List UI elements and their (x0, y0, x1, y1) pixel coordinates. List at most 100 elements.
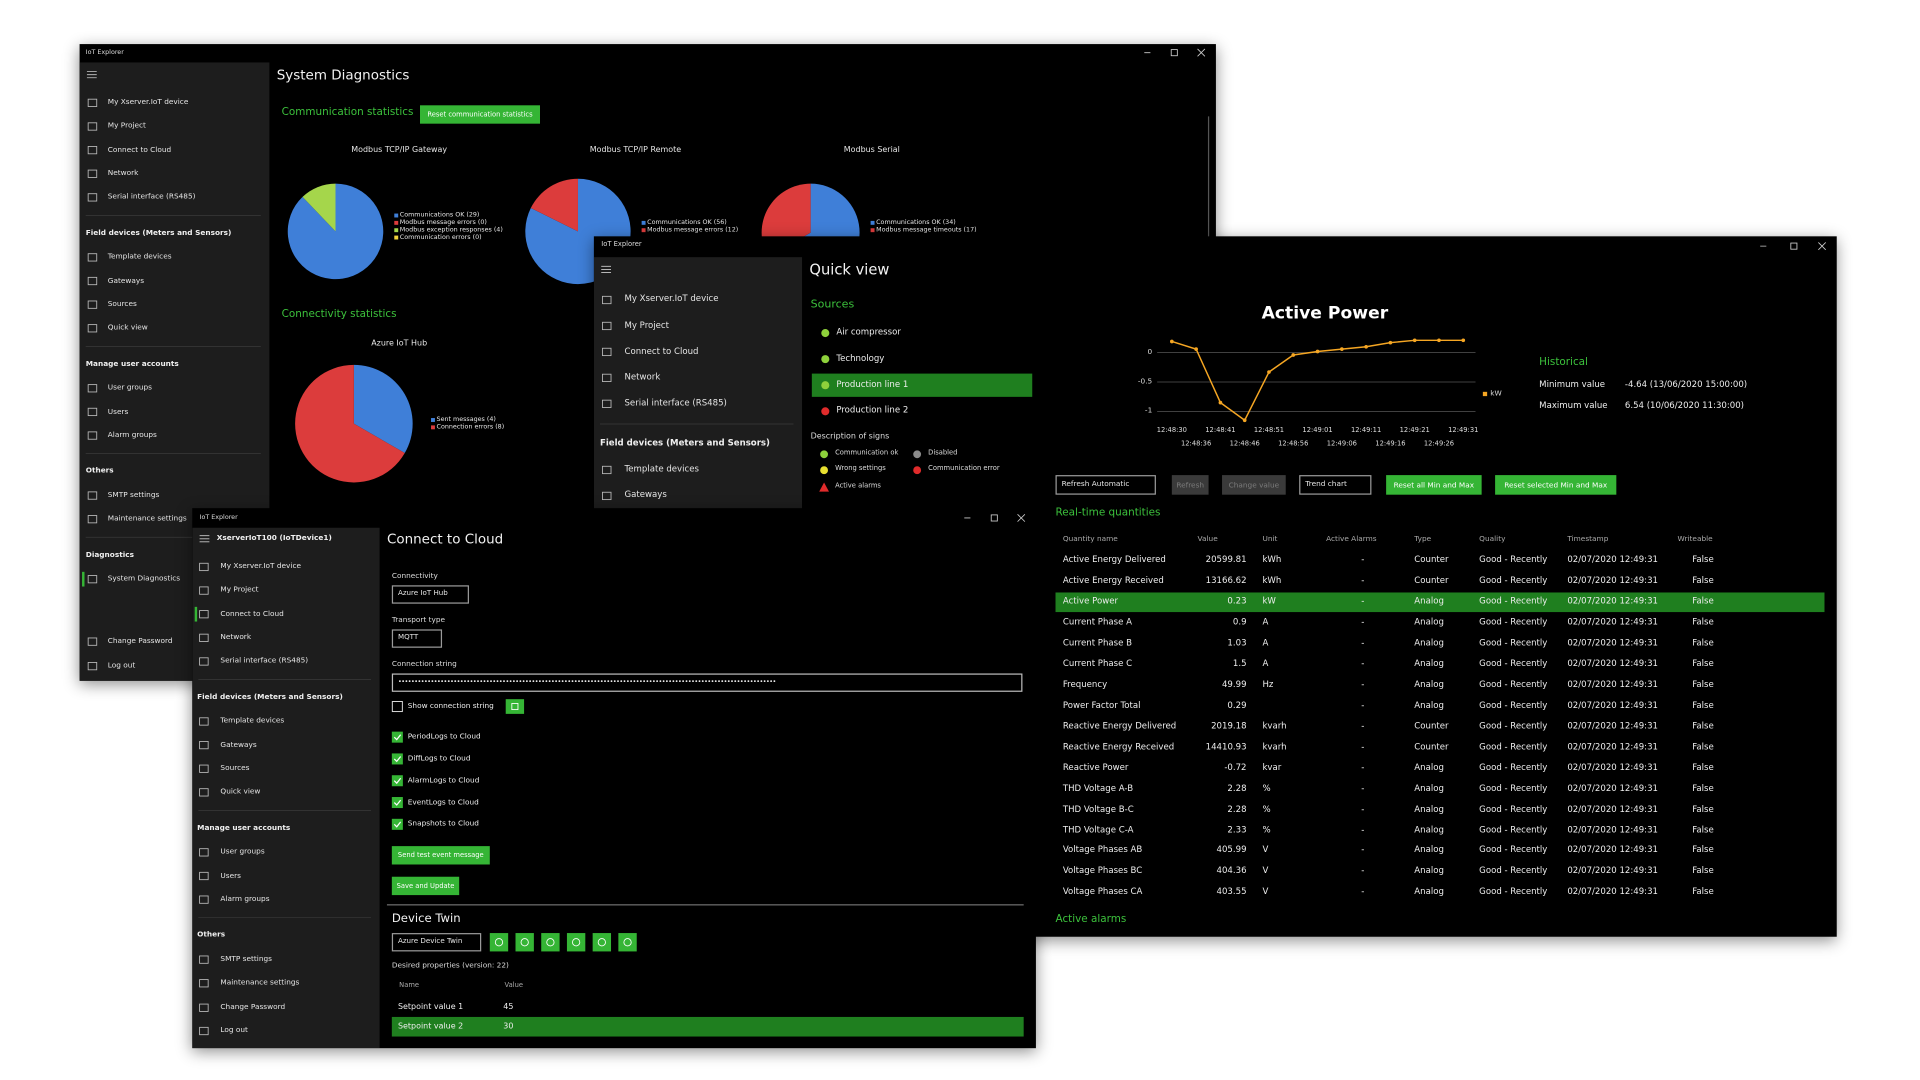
column-header: Value (504, 982, 523, 990)
nav-heading: Diagnostics (85, 550, 134, 560)
table-cell: Good - Recently (1479, 700, 1548, 711)
nav-item[interactable]: My Xserver.IoT device (107, 98, 189, 107)
nav-item[interactable]: Serial interface (RS485) (107, 192, 196, 202)
nav-item[interactable]: Maintenance settings (220, 978, 300, 988)
pie-title: Modbus TCP/IP Remote (589, 144, 682, 154)
table-cell: False (1692, 721, 1714, 731)
toolbar-button-disabled[interactable]: Refresh (1171, 475, 1209, 495)
nav-item[interactable]: My Project (220, 585, 259, 595)
nav-item[interactable]: Network (107, 168, 139, 178)
app-title: IoT Explorer (199, 513, 238, 522)
nav-icon (199, 610, 209, 619)
nav-icon (199, 895, 209, 904)
checkbox-label[interactable]: AlarmLogs to Cloud (407, 775, 480, 785)
checkbox-label[interactable]: PeriodLogs to Cloud (407, 732, 481, 741)
nav-item[interactable]: Connect to Cloud (220, 609, 284, 618)
nav-item[interactable]: Gateways (107, 276, 145, 285)
x-tick-label: 12:48:36 (1180, 441, 1212, 449)
nav-item[interactable]: SMTP settings (220, 954, 272, 964)
nav-item[interactable]: My Xserver.IoT device (220, 562, 302, 571)
source-name[interactable]: Production line 2 (836, 405, 909, 416)
checkbox-label[interactable]: Snapshots to Cloud (407, 819, 479, 829)
connection-string-input[interactable] (391, 673, 1023, 692)
nav-item[interactable]: Connect to Cloud (107, 145, 172, 154)
nav-item[interactable]: Maintenance settings (107, 514, 187, 523)
nav-item[interactable]: Users (220, 871, 241, 880)
nav-item[interactable]: Sources (220, 763, 250, 773)
source-name[interactable]: Technology (836, 353, 885, 364)
nav-item[interactable]: SMTP settings (107, 490, 160, 500)
checkbox-label[interactable]: Show connection string (407, 701, 494, 711)
nav-item[interactable]: My Project (107, 121, 146, 131)
nav-item[interactable]: Gateways (624, 490, 667, 501)
nav-item[interactable]: Sources (107, 299, 137, 309)
checkmark (393, 777, 402, 785)
table-cell: Current Phase C (1062, 658, 1133, 669)
nav-item[interactable]: System Diagnostics (107, 574, 181, 583)
toolbar-dropdown[interactable] (1055, 475, 1156, 495)
source-name[interactable]: Production line 1 (836, 379, 909, 390)
nav-item[interactable]: Serial interface (RS485) (624, 398, 727, 409)
action-button[interactable]: Save and Update (391, 876, 460, 896)
section-heading: Connectivity statistics (281, 309, 397, 322)
twin-action-button (618, 933, 637, 952)
legend-swatch (394, 220, 399, 225)
nav-heading: Others (197, 930, 226, 940)
section-heading: Communication statistics (281, 107, 414, 120)
connectivity-dropdown[interactable] (391, 585, 469, 604)
toolbar-button[interactable]: Reset all Min and Max (1386, 475, 1482, 495)
twin-dropdown[interactable] (391, 933, 482, 952)
nav-item[interactable]: Template devices (107, 252, 172, 262)
nav-item[interactable]: Change Password (107, 636, 173, 646)
toolbar-dropdown[interactable] (1299, 475, 1372, 495)
action-button[interactable]: Send test event message (391, 846, 490, 865)
nav-item[interactable]: Gateways (220, 740, 257, 749)
table-cell: Active Power (1062, 596, 1119, 607)
nav-item[interactable]: Template devices (624, 464, 699, 475)
table-cell: Good - Recently (1479, 783, 1548, 794)
nav-item[interactable]: Alarm groups (107, 430, 157, 440)
source-name[interactable]: Air compressor (836, 327, 901, 338)
nav-item[interactable]: Template devices (220, 716, 285, 726)
nav-item[interactable]: My Project (624, 320, 670, 331)
table-cell: False (1692, 845, 1714, 856)
table-cell: 02/07/2020 12:49:31 (1567, 638, 1658, 648)
historical-label: Minimum value (1539, 380, 1606, 390)
checkbox-label[interactable]: EventLogs to Cloud (407, 797, 479, 807)
toolbar-button[interactable]: Reset selected Min and Max (1495, 475, 1617, 495)
quickview-window: IoT Explorer My Xserver.IoT device My Proj… (593, 236, 1837, 937)
table-cell: 02/07/2020 12:49:31 (1567, 783, 1658, 794)
nav-item[interactable]: Alarm groups (220, 894, 270, 904)
table-cell: 2.33 (1227, 824, 1247, 835)
checkbox-label[interactable]: DiffLogs to Cloud (407, 754, 471, 763)
nav-item[interactable]: User groups (220, 847, 265, 857)
nav-item[interactable]: Network (624, 372, 661, 383)
signs-heading: Description of signs (810, 430, 890, 441)
nav-item[interactable]: Users (107, 407, 129, 416)
nav-item[interactable]: Connect to Cloud (624, 346, 699, 357)
nav-icon (87, 276, 98, 286)
table-cell: 02/07/2020 12:49:31 (1567, 555, 1658, 566)
nav-item[interactable]: Quick view (107, 323, 148, 333)
maximize-icon (1170, 49, 1178, 57)
nav-item[interactable]: Quick view (220, 787, 261, 797)
field-label: Connectivity (391, 571, 438, 581)
page-title: Quick view (809, 261, 890, 279)
nav-item[interactable]: Serial interface (RS485) (220, 656, 309, 666)
nav-item[interactable]: Log out (220, 1026, 248, 1035)
toolbar-button-disabled[interactable]: Change value (1222, 475, 1286, 495)
nav-item[interactable]: My Xserver.IoT device (624, 294, 719, 305)
table-cell: Voltage Phases BC (1062, 866, 1143, 876)
nav-item[interactable]: User groups (107, 383, 153, 393)
nav-item[interactable]: Change Password (220, 1002, 286, 1012)
nav-item[interactable]: Log out (107, 661, 136, 670)
reset-button[interactable]: Reset communication statistics (420, 105, 540, 124)
table-cell: 02/07/2020 12:49:31 (1567, 804, 1658, 814)
table-cell: 14410.93 (1205, 741, 1247, 752)
nav-icon (199, 848, 209, 857)
table-cell: kWh (1262, 575, 1282, 586)
nav-item[interactable]: Network (220, 633, 252, 642)
transport-dropdown[interactable] (391, 629, 443, 648)
connection-string-value: ••••••••••••••••••••••••••••••••••••••••… (397, 678, 776, 686)
table-cell: False (1692, 741, 1714, 752)
